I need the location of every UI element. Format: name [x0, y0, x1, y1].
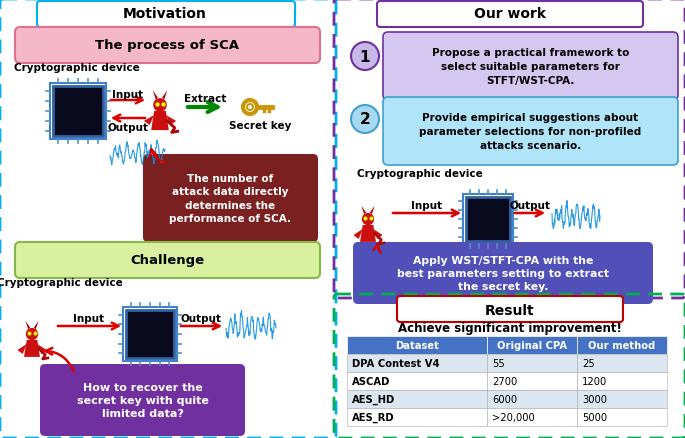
Polygon shape — [37, 344, 47, 354]
Bar — [347, 354, 487, 372]
Text: Achieve significant improvement!: Achieve significant improvement! — [398, 322, 622, 335]
Text: Cryptographic device: Cryptographic device — [14, 63, 140, 73]
Bar — [487, 336, 577, 354]
Bar — [463, 194, 513, 244]
Text: Output: Output — [108, 123, 149, 133]
Ellipse shape — [153, 99, 167, 113]
Bar — [487, 354, 577, 372]
Text: Cryptographic device: Cryptographic device — [357, 169, 483, 179]
Bar — [347, 336, 487, 354]
Text: Input: Input — [73, 313, 105, 323]
Bar — [347, 390, 487, 408]
Polygon shape — [362, 206, 366, 215]
Text: Input: Input — [412, 201, 443, 211]
Text: The number of
attack data directly
determines the
performance of SCA.: The number of attack data directly deter… — [169, 174, 292, 223]
Bar — [123, 307, 177, 361]
Polygon shape — [360, 226, 376, 242]
Bar — [487, 408, 577, 426]
Polygon shape — [24, 340, 40, 357]
FancyBboxPatch shape — [40, 364, 245, 436]
Text: 5000: 5000 — [582, 412, 607, 422]
Text: AES_RD: AES_RD — [352, 412, 395, 422]
Text: Apply WST/STFT-CPA with the
best parameters setting to extract
the secret key.: Apply WST/STFT-CPA with the best paramet… — [397, 255, 609, 292]
Polygon shape — [144, 116, 154, 126]
Polygon shape — [25, 321, 30, 330]
FancyBboxPatch shape — [397, 297, 623, 322]
Ellipse shape — [362, 213, 374, 226]
FancyBboxPatch shape — [353, 243, 653, 304]
Text: Challenge: Challenge — [130, 254, 205, 267]
Bar — [126, 310, 174, 358]
Text: Secret key: Secret key — [229, 121, 291, 131]
Text: >20,000: >20,000 — [492, 412, 535, 422]
Text: Input: Input — [112, 90, 144, 100]
Polygon shape — [151, 112, 169, 131]
Bar — [487, 390, 577, 408]
Text: 1: 1 — [360, 49, 371, 64]
Bar — [466, 198, 510, 241]
Bar — [50, 84, 106, 140]
Text: 2: 2 — [360, 112, 371, 127]
Text: 55: 55 — [492, 358, 505, 368]
Text: 6000: 6000 — [492, 394, 517, 404]
Bar — [577, 390, 667, 408]
Text: DPA Contest V4: DPA Contest V4 — [352, 358, 440, 368]
FancyBboxPatch shape — [383, 33, 678, 101]
Text: Propose a practical framework to
select suitable parameters for
STFT/WST-CPA.: Propose a practical framework to select … — [432, 48, 630, 86]
Polygon shape — [34, 321, 38, 330]
Text: Our method: Our method — [588, 340, 656, 350]
Bar — [577, 372, 667, 390]
Text: 1200: 1200 — [582, 376, 607, 386]
FancyBboxPatch shape — [37, 2, 295, 28]
Text: How to recover the
secret key with quite
limited data?: How to recover the secret key with quite… — [77, 382, 208, 418]
Polygon shape — [373, 230, 383, 240]
FancyBboxPatch shape — [15, 243, 320, 279]
Text: Dataset: Dataset — [395, 340, 439, 350]
Polygon shape — [153, 91, 158, 100]
Bar — [577, 336, 667, 354]
Circle shape — [351, 43, 379, 71]
Text: Our work: Our work — [474, 7, 546, 21]
Polygon shape — [17, 344, 27, 354]
Text: ASCAD: ASCAD — [352, 376, 390, 386]
Ellipse shape — [26, 328, 38, 340]
Polygon shape — [162, 91, 167, 100]
Bar — [347, 408, 487, 426]
Text: Output: Output — [510, 201, 551, 211]
Polygon shape — [353, 230, 362, 240]
Text: The process of SCA: The process of SCA — [95, 39, 240, 53]
Text: Motivation: Motivation — [123, 7, 207, 21]
Text: Result: Result — [485, 303, 535, 317]
Circle shape — [351, 106, 379, 134]
FancyBboxPatch shape — [383, 98, 678, 166]
Text: Provide empirical suggestions about
parameter selections for non-profiled
attack: Provide empirical suggestions about para… — [419, 113, 642, 151]
FancyBboxPatch shape — [377, 2, 643, 28]
Bar — [487, 372, 577, 390]
Polygon shape — [370, 206, 375, 215]
Text: Output: Output — [181, 313, 221, 323]
Bar — [577, 354, 667, 372]
FancyBboxPatch shape — [15, 28, 320, 64]
Text: Cryptographic device: Cryptographic device — [0, 277, 123, 287]
Text: Original CPA: Original CPA — [497, 340, 567, 350]
Text: Extract: Extract — [184, 94, 226, 104]
Text: 2700: 2700 — [492, 376, 517, 386]
Bar — [53, 87, 103, 137]
FancyBboxPatch shape — [143, 155, 318, 243]
Text: 25: 25 — [582, 358, 595, 368]
Text: AES_HD: AES_HD — [352, 394, 395, 404]
Bar — [577, 408, 667, 426]
Bar — [347, 372, 487, 390]
Polygon shape — [166, 116, 176, 126]
Circle shape — [247, 105, 253, 111]
Text: 3000: 3000 — [582, 394, 607, 404]
